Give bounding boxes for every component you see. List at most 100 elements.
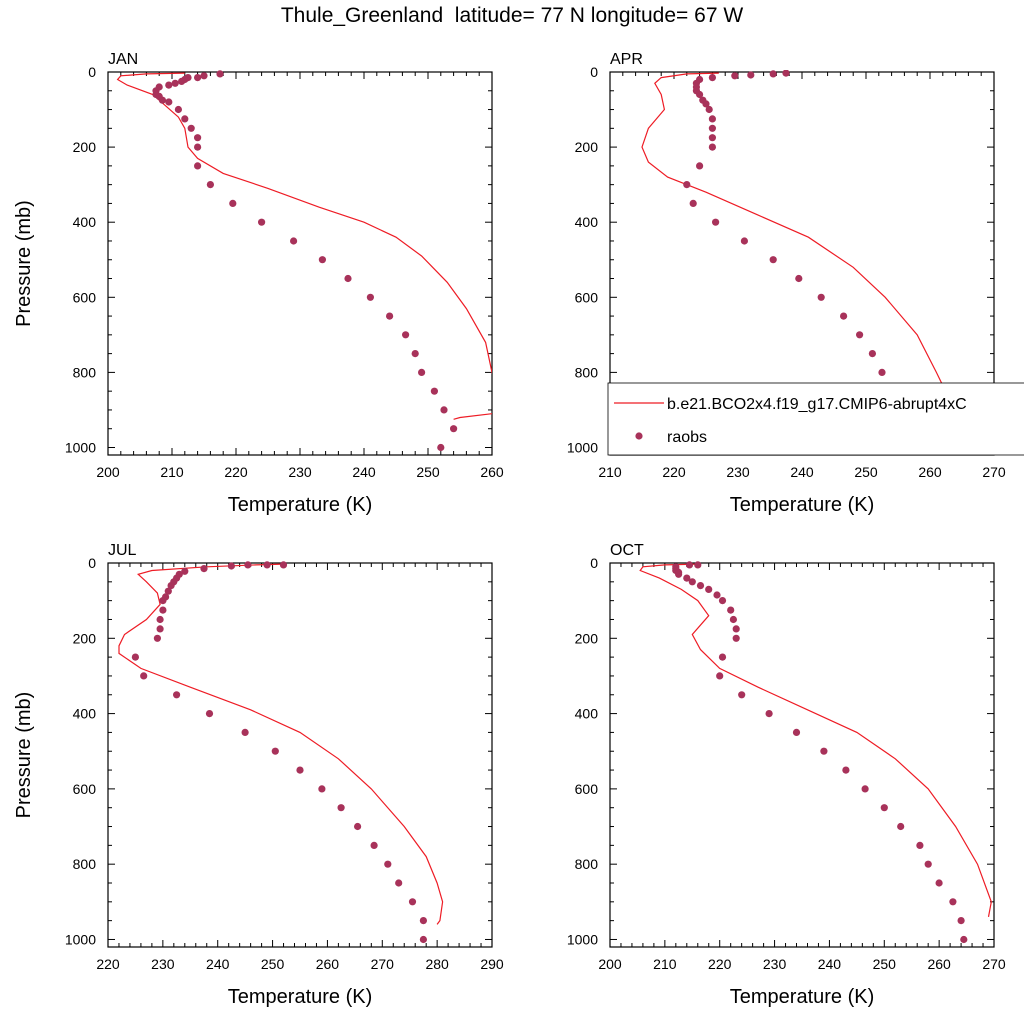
x-tick-label: 230 xyxy=(763,956,787,972)
obs-point xyxy=(696,90,704,99)
y-tick-label: 200 xyxy=(73,139,97,155)
x-tick-label: 270 xyxy=(982,956,1006,972)
x-tick-label: 240 xyxy=(790,464,814,480)
legend-obs-swatch xyxy=(635,432,643,440)
obs-point xyxy=(731,72,739,80)
obs-point xyxy=(366,293,374,301)
panel-label: JAN xyxy=(108,51,138,68)
x-tick-label: 270 xyxy=(982,464,1006,480)
obs-point xyxy=(685,561,694,569)
y-tick-label: 400 xyxy=(73,214,97,230)
x-axis-title: Temperature (K) xyxy=(730,986,875,1008)
obs-point xyxy=(167,582,175,590)
obs-point xyxy=(708,143,717,151)
obs-point xyxy=(696,162,704,170)
obs-point xyxy=(296,766,304,774)
x-axis-title: Temperature (K) xyxy=(228,494,373,516)
obs-point xyxy=(153,634,161,642)
obs-point xyxy=(688,578,696,586)
y-tick-label: 200 xyxy=(73,630,97,646)
obs-point xyxy=(718,597,727,605)
obs-point xyxy=(200,72,208,80)
legend: b.e21.BCO2x4.f19_g17.CMIP6-abrupt4xCraob… xyxy=(607,382,1024,456)
obs-point xyxy=(384,860,392,868)
model-series-line xyxy=(116,72,492,420)
y-tick-label: 600 xyxy=(73,781,97,797)
x-tick-label: 210 xyxy=(598,464,622,480)
x-tick-label: 220 xyxy=(96,956,120,972)
obs-point xyxy=(156,625,164,633)
obs-point xyxy=(716,672,724,680)
obs-point xyxy=(402,331,410,339)
obs-point xyxy=(370,841,378,850)
obs-point xyxy=(817,293,825,301)
x-tick-label: 250 xyxy=(854,464,878,480)
x-tick-label: 250 xyxy=(261,956,285,972)
obs-point xyxy=(165,98,173,106)
obs-point xyxy=(729,615,738,624)
obs-point xyxy=(419,917,427,925)
obs-point xyxy=(675,570,683,578)
obs-point xyxy=(171,79,179,87)
obs-point xyxy=(935,879,943,887)
obs-point xyxy=(712,218,720,226)
model-series-line xyxy=(118,563,444,925)
obs-point xyxy=(159,597,167,605)
obs-point xyxy=(683,181,691,189)
obs-point xyxy=(738,691,746,699)
obs-point xyxy=(408,898,417,906)
obs-point xyxy=(718,653,727,661)
obs-point xyxy=(842,766,850,774)
y-tick-label: 800 xyxy=(73,364,97,380)
obs-point xyxy=(159,606,167,614)
panel-jul: 220 230 240 250 260 270 280 290 0 200 400 600 800 100… xyxy=(13,542,504,1008)
y-tick-label: 0 xyxy=(88,64,96,80)
obs-point xyxy=(263,561,271,569)
y-tick-label: 400 xyxy=(73,706,97,722)
obs-point xyxy=(173,691,181,699)
obs-point xyxy=(713,591,721,599)
panel-label: JUL xyxy=(108,542,137,559)
obs-point xyxy=(200,565,208,573)
obs-point xyxy=(419,935,427,944)
y-tick-label: 200 xyxy=(575,139,599,155)
obs-point xyxy=(708,124,717,132)
obs-point xyxy=(747,71,755,79)
obs-point xyxy=(897,822,905,831)
obs-point xyxy=(227,562,235,570)
y-tick-label: 0 xyxy=(88,555,96,571)
x-tick-label: 220 xyxy=(662,464,686,480)
obs-point xyxy=(840,312,848,320)
obs-point xyxy=(318,256,326,264)
obs-point xyxy=(705,585,713,594)
obs-point xyxy=(241,728,249,737)
y-tick-label: 600 xyxy=(73,289,97,305)
obs-point xyxy=(924,860,932,868)
obs-point xyxy=(696,582,705,590)
obs-point xyxy=(244,561,252,569)
series-group xyxy=(118,561,444,944)
x-tick-label: 230 xyxy=(288,464,312,480)
y-tick-label: 400 xyxy=(575,214,599,230)
model-series-line xyxy=(639,563,992,918)
obs-point xyxy=(949,898,957,906)
legend-obs-label: raobs xyxy=(667,429,707,446)
obs-point xyxy=(181,567,189,575)
obs-point xyxy=(732,625,740,633)
x-tick-label: 250 xyxy=(416,464,440,480)
obs-point xyxy=(158,96,166,104)
x-tick-label: 290 xyxy=(480,956,504,972)
y-tick-label: 600 xyxy=(575,781,599,797)
panel-jan: 200 210 220 230 240 250 260 0 200 400 600 800 1000 JA… xyxy=(13,51,504,516)
x-tick-label: 230 xyxy=(726,464,750,480)
x-tick-label: 200 xyxy=(96,464,120,480)
obs-point xyxy=(957,917,965,925)
plot-frame xyxy=(107,562,493,948)
obs-point xyxy=(450,425,458,433)
plot-frame xyxy=(609,562,995,948)
x-tick-label: 280 xyxy=(425,956,449,972)
x-tick-label: 260 xyxy=(480,464,504,480)
obs-point xyxy=(271,747,279,755)
obs-point xyxy=(878,368,886,376)
